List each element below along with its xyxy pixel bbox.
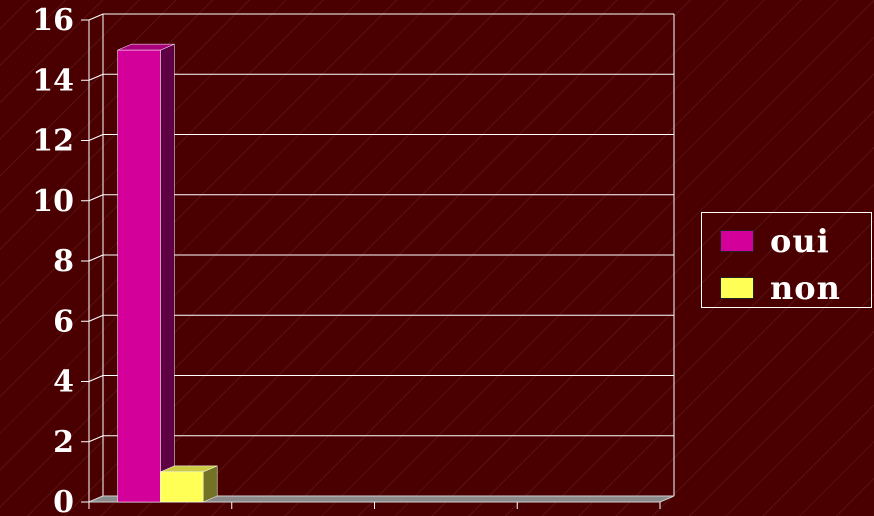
bar-side-oui	[160, 43, 175, 503]
legend-item-non: non	[720, 268, 841, 308]
gridline-side	[88, 435, 104, 443]
gridline-side	[88, 254, 104, 262]
y-tick-label: 8	[53, 244, 74, 279]
legend-label-non: non	[770, 269, 841, 307]
y-tick-label: 2	[53, 425, 74, 460]
gridline-side	[88, 375, 104, 382]
bar-side-non	[202, 465, 218, 503]
y-tick-label: 12	[32, 124, 74, 159]
gridline-side	[88, 314, 104, 322]
legend-swatch-oui	[720, 230, 754, 252]
y-tick-label: 14	[32, 63, 74, 98]
bars	[117, 43, 218, 503]
gridline-side	[88, 73, 104, 81]
gridlines	[88, 13, 675, 503]
bar-front-non	[160, 471, 204, 503]
bar-oui	[117, 43, 175, 503]
y-tick-label: 6	[53, 304, 74, 339]
gridline-side	[88, 134, 104, 141]
y-tick-label: 16	[32, 3, 74, 38]
y-axis: 0 2 4 6 8 10 12 14 16	[32, 3, 661, 516]
bar-non	[160, 465, 218, 503]
y-tick-label: 4	[53, 365, 74, 400]
gridline-side	[88, 13, 104, 21]
y-tick-label: 0	[53, 485, 74, 516]
legend: oui non	[701, 212, 872, 308]
legend-swatch-non	[720, 277, 754, 299]
legend-label-oui: oui	[770, 222, 830, 260]
legend-item-oui: oui	[720, 221, 830, 261]
y-tick-label: 10	[32, 184, 74, 219]
gridline-side	[88, 194, 104, 202]
bar-front-oui	[117, 49, 161, 503]
